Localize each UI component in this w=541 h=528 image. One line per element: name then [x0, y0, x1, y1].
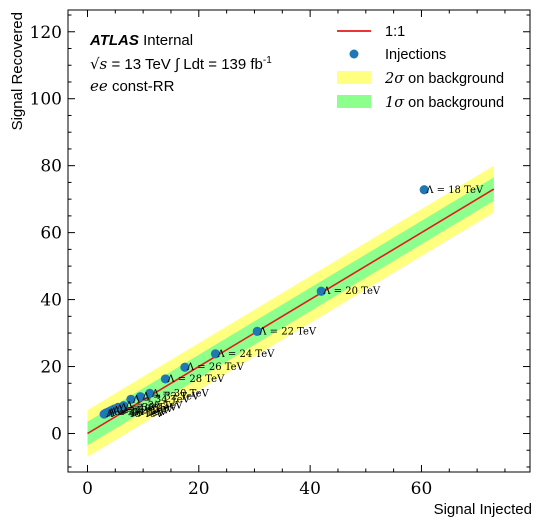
energy-value: = 13 TeV	[111, 56, 170, 73]
injection-label: Λ = 40 TeV	[115, 404, 174, 415]
y-tick-label: 0	[51, 425, 62, 445]
legend-band2-label: 2σ on background	[384, 71, 504, 87]
y-tick-label: 60	[40, 224, 62, 244]
x-tick-label: 20	[188, 479, 210, 499]
injection-point	[252, 326, 262, 336]
legend-band1-label: 1σ on background	[385, 95, 504, 111]
atlas-label: ATLAS Internal	[89, 32, 193, 49]
status-word: Internal	[143, 32, 193, 49]
lumi-exponent: -1	[263, 55, 272, 66]
x-axis-label: Signal Injected	[434, 501, 532, 518]
injection-label: Λ = 32 TeV	[141, 392, 200, 403]
channel-text: const-RR	[112, 78, 175, 95]
reference-line-1to1	[87, 188, 495, 435]
injection-point	[99, 409, 109, 419]
injection-point	[419, 185, 429, 195]
plot-frame	[67, 9, 531, 473]
info-block: ATLAS Internal √s = 13 TeV ∫ Ldt = 139 f…	[89, 32, 272, 95]
injection-point	[135, 392, 145, 402]
injection-label: Λ = 20 TeV	[322, 286, 381, 297]
x-tick-label: 40	[299, 479, 321, 499]
injection-point	[210, 349, 221, 359]
legend-points-label: Injections	[385, 47, 446, 63]
injection-label: Λ = 34 TeV	[132, 394, 191, 405]
injection-label: Λ = 48 TeV	[105, 409, 164, 420]
injection-label: Λ = 36 TeV	[125, 401, 184, 412]
energy-lumi-label: √s = 13 TeV ∫ Ldt = 139 fb-1	[90, 55, 272, 73]
y-tick-label: 20	[40, 358, 62, 378]
legend: 1:1 Injections 2σ on background 1σ on ba…	[337, 24, 504, 111]
channel-label: ee const-RR	[90, 77, 175, 95]
injection-label: Λ = 26 TeV	[186, 362, 245, 373]
sqrt-s-symbol: √s	[90, 55, 108, 73]
legend-band1-swatch	[337, 95, 371, 108]
y-tick-label: 80	[40, 157, 62, 177]
injection-labels: Λ = 18 TeV Λ = 20 TeV Λ = 22 TeV Λ = 24 TeV…	[105, 185, 484, 420]
legend-band2-text: on background	[408, 71, 504, 87]
injection-point	[145, 388, 155, 398]
injection-label: Λ = 46 TeV	[107, 408, 166, 419]
legend-band1-sigma: 1σ	[385, 95, 405, 111]
legend-band2-swatch	[337, 71, 371, 84]
axis-ticks: 0 20 40 60 0 20 40 60 80 100 120	[30, 10, 530, 499]
lumi-label: ∫ Ldt = 139 fb	[174, 56, 263, 73]
y-tick-label: 40	[40, 291, 62, 311]
injection-label: Λ = 22 TeV	[258, 326, 317, 337]
injection-label: Λ = 24 TeV	[217, 349, 276, 360]
legend-point-swatch	[349, 49, 359, 59]
x-tick-label: 60	[411, 479, 433, 499]
legend-band1-text: on background	[408, 95, 504, 111]
legend-band2-sigma: 2σ	[384, 71, 405, 87]
injection-label: Λ = 28 TeV	[166, 374, 225, 385]
x-tick-label: 0	[82, 479, 93, 499]
y-tick-label: 120	[30, 23, 62, 43]
injection-points	[99, 185, 429, 419]
y-axis-label: Signal Recovered	[9, 12, 26, 130]
y-tick-label: 100	[30, 90, 62, 110]
injection-label: Λ = 44 TeV	[109, 407, 168, 418]
legend-line-label: 1:1	[385, 24, 405, 40]
injection-label: Λ = 38 TeV	[119, 402, 178, 413]
injection-point	[160, 374, 171, 384]
injection-label: Λ = 42 TeV	[112, 406, 171, 417]
channel-math: ee	[90, 77, 108, 95]
injection-point	[316, 286, 326, 296]
injection-label: Λ = 30 TeV	[151, 388, 210, 399]
injection-point	[126, 394, 136, 404]
atlas-word: ATLAS	[89, 32, 139, 49]
injection-label: Λ = 18 TeV	[425, 185, 484, 196]
injection-point	[180, 362, 190, 372]
